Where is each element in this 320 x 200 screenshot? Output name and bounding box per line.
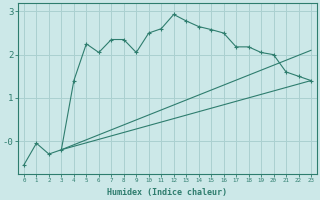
X-axis label: Humidex (Indice chaleur): Humidex (Indice chaleur) — [108, 188, 228, 197]
